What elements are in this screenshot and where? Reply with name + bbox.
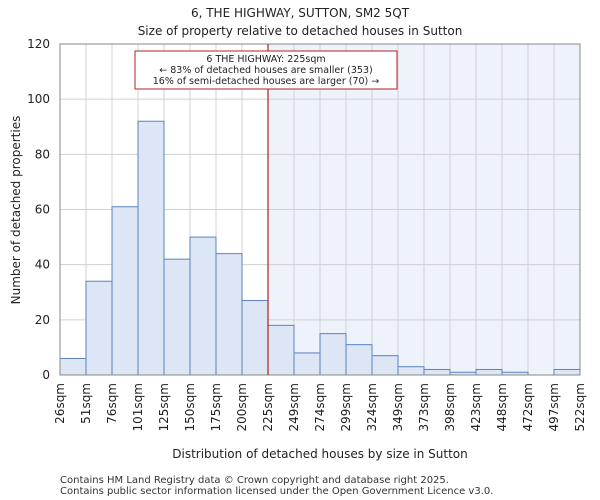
footer-line-1: Contains HM Land Registry data © Crown c… (60, 475, 449, 486)
x-tick-label-76sqm: 76sqm (105, 383, 119, 424)
bar-274sqm (319, 333, 347, 376)
bar-26sqm (59, 357, 87, 376)
bar-125sqm (163, 258, 191, 376)
x-tick-label-225sqm: 225sqm (261, 383, 275, 431)
annotation-line-3: 16% of semi-detached houses are larger (… (153, 76, 380, 87)
bar-349sqm (397, 366, 425, 376)
x-tick-label-175sqm: 175sqm (209, 383, 223, 431)
bar-150sqm (189, 236, 217, 376)
x-tick-label-423sqm: 423sqm (469, 383, 483, 431)
bar-423sqm (475, 368, 503, 376)
x-tick-label-349sqm: 349sqm (391, 383, 405, 431)
x-tick-label-472sqm: 472sqm (521, 383, 535, 431)
y-tick-label-20: 20 (35, 313, 50, 327)
bar-225sqm (267, 324, 295, 376)
plot-frame (59, 43, 581, 376)
bar-51sqm (85, 280, 113, 376)
annotation-line-2: ← 83% of detached houses are smaller (35… (159, 65, 372, 76)
bar-497sqm (553, 368, 581, 376)
chart-title: 6, THE HIGHWAY, SUTTON, SM2 5QT (191, 6, 410, 20)
x-tick-label-324sqm: 324sqm (365, 383, 379, 431)
bar-249sqm (293, 352, 321, 376)
bar-76sqm (111, 206, 139, 376)
y-axis-label: Number of detached properties (9, 116, 23, 305)
y-tick-label-60: 60 (35, 203, 50, 217)
x-tick-label-249sqm: 249sqm (287, 383, 301, 431)
x-tick-label-150sqm: 150sqm (183, 383, 197, 431)
x-tick-label-274sqm: 274sqm (313, 383, 327, 431)
bar-101sqm (137, 120, 165, 376)
y-tick-label-0: 0 (42, 368, 50, 382)
x-tick-label-497sqm: 497sqm (547, 383, 561, 431)
x-tick-label-125sqm: 125sqm (157, 383, 171, 431)
chart-subtitle: Size of property relative to detached ho… (138, 24, 463, 38)
x-tick-label-522sqm: 522sqm (573, 383, 587, 431)
x-tick-label-101sqm: 101sqm (131, 383, 145, 431)
x-tick-label-26sqm: 26sqm (53, 383, 67, 424)
annotation-box (134, 50, 398, 90)
bar-299sqm (345, 344, 373, 376)
bar-175sqm (215, 253, 243, 376)
plot-area: 0 20 40 60 80 100 120 26sqm 51sqm 76sqm 101sqm 125s… (27, 37, 587, 431)
x-tick-label-299sqm: 299sqm (339, 383, 353, 431)
bar-373sqm (423, 368, 451, 376)
x-tick-label-448sqm: 448sqm (495, 383, 509, 431)
annotation-line-1: 6 THE HIGHWAY: 225sqm (206, 54, 325, 65)
y-tick-label-80: 80 (35, 147, 50, 161)
x-tick-label-398sqm: 398sqm (443, 383, 457, 431)
x-axis-label: Distribution of detached houses by size … (172, 447, 467, 461)
bar-324sqm (371, 355, 399, 376)
x-tick-label-373sqm: 373sqm (417, 383, 431, 431)
x-tick-label-200sqm: 200sqm (235, 383, 249, 431)
y-tick-label-40: 40 (35, 258, 50, 272)
bar-200sqm (241, 300, 269, 376)
footer-line-2: Contains public sector information licen… (60, 486, 493, 497)
x-tick-label-51sqm: 51sqm (79, 383, 93, 424)
y-tick-label-100: 100 (27, 92, 50, 106)
y-tick-label-120: 120 (27, 37, 50, 51)
